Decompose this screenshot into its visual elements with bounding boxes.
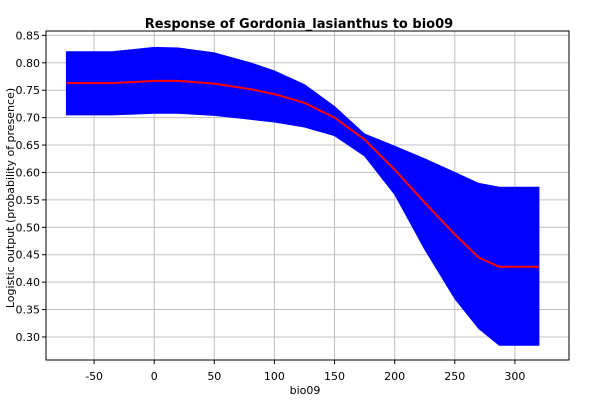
y-tick-label: 0.70 <box>16 112 41 125</box>
y-tick-label: 0.85 <box>16 29 41 42</box>
chart-title: Response of Gordonia_lasianthus to bio09 <box>145 17 453 32</box>
mean-response-line <box>66 79 539 268</box>
x-tick-label: 150 <box>324 370 345 383</box>
y-tick-label: 0.65 <box>16 139 41 152</box>
y-axis-title: Logistic output (probability of presence… <box>4 88 17 308</box>
confidence-band-area <box>65 46 540 346</box>
x-tick-label: -50 <box>85 370 103 383</box>
x-axis-ticks: -50 0 50 100 150 200 250 300 <box>85 360 525 383</box>
y-tick-label: 0.35 <box>16 304 41 317</box>
x-tick-label: 0 <box>151 370 158 383</box>
y-tick-label: 0.55 <box>16 194 41 207</box>
y-axis-ticks: 0.30 0.35 0.40 0.45 0.50 0.55 0.60 0.65 0.70 0.75… <box>16 29 46 344</box>
y-tick-label: 0.60 <box>16 166 41 179</box>
confidence-band <box>65 46 540 346</box>
x-tick-label: 250 <box>444 370 465 383</box>
y-tick-label: 0.40 <box>16 276 41 289</box>
x-tick-label: 200 <box>384 370 405 383</box>
x-axis-title: bio09 <box>290 384 321 397</box>
y-tick-label: 0.75 <box>16 84 41 97</box>
y-tick-label: 0.30 <box>16 331 41 344</box>
y-tick-label: 0.45 <box>16 249 41 262</box>
x-tick-label: 100 <box>264 370 285 383</box>
plot-frame <box>45 30 570 361</box>
y-tick-label: 0.80 <box>16 57 41 70</box>
y-tick-label: 0.50 <box>16 221 41 234</box>
mean-response-polyline <box>66 79 539 268</box>
x-tick-label: 300 <box>504 370 525 383</box>
x-tick-label: 50 <box>207 370 221 383</box>
